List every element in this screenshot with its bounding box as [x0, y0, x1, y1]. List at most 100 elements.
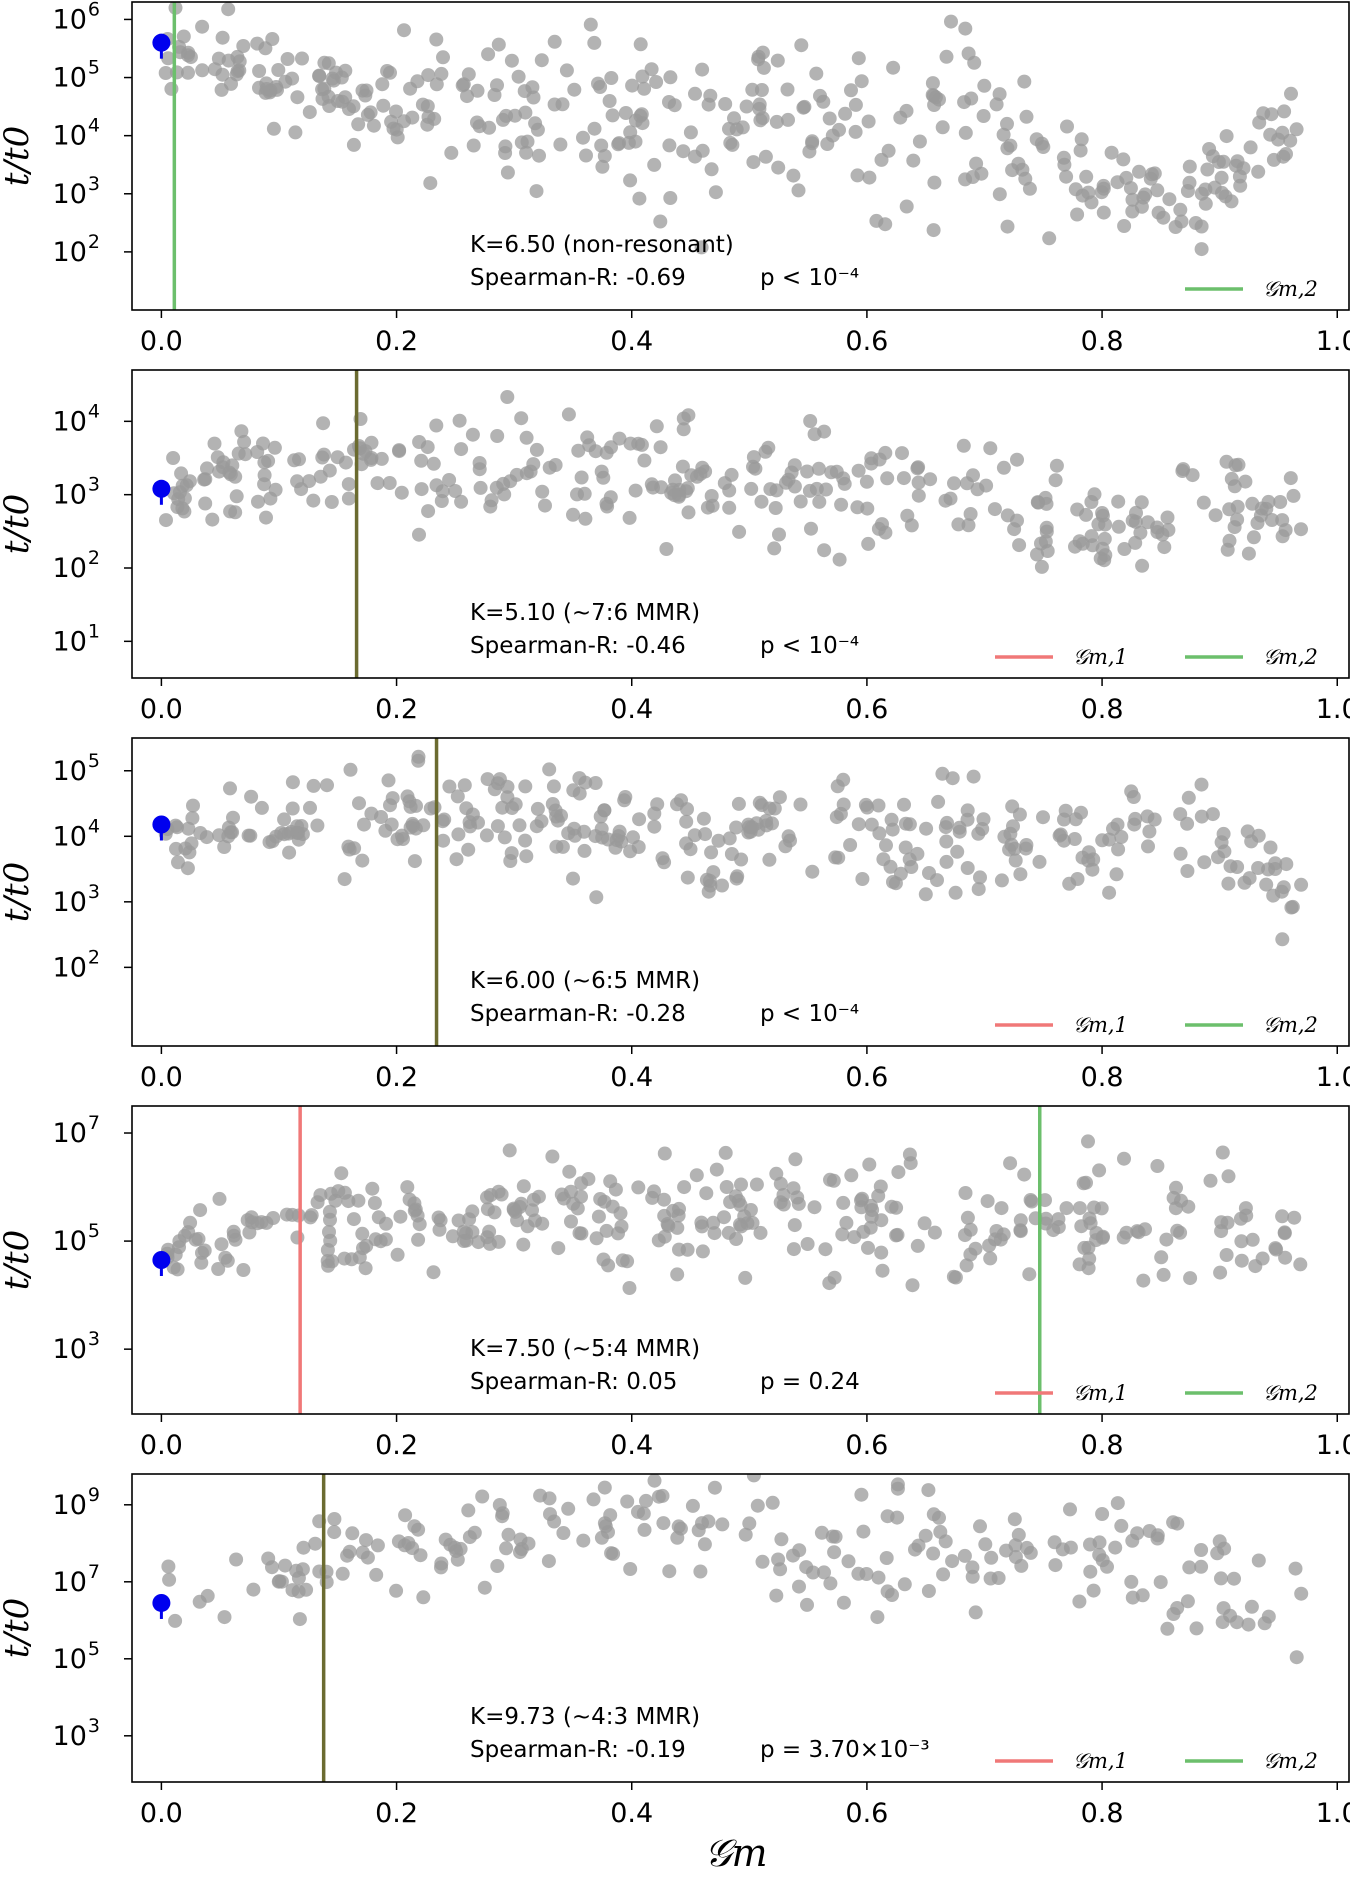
scatter-point: [1214, 1571, 1228, 1586]
scatter-point: [705, 498, 720, 513]
x-tick-label: 0.2: [375, 694, 418, 725]
scatter-point: [578, 511, 593, 526]
scatter-point: [1011, 1527, 1026, 1542]
scatter-point: [295, 51, 309, 66]
scatter-point: [1150, 183, 1165, 198]
scatter-point: [717, 1210, 731, 1225]
scatter-point: [1275, 932, 1290, 947]
scatter-point: [359, 83, 374, 98]
scatter-point: [287, 453, 302, 468]
scatter-point: [221, 2, 236, 17]
scatter-point: [382, 476, 397, 490]
scatter-point: [724, 847, 739, 861]
scatter-point: [1159, 1232, 1174, 1247]
scatter-point: [904, 518, 919, 533]
scatter-point: [341, 491, 356, 506]
scatter-point: [577, 843, 592, 858]
y-tick-label: 101: [53, 620, 100, 657]
scatter-point: [390, 130, 405, 145]
scatter-point: [881, 143, 896, 158]
scatter-point: [794, 38, 809, 53]
scatter-point: [1004, 837, 1019, 852]
scatter-point: [836, 1595, 851, 1610]
scatter-point: [1013, 867, 1028, 882]
scatter-point: [561, 407, 576, 422]
scatter-point: [1074, 132, 1089, 147]
scatter-point: [556, 1526, 571, 1540]
scatter-point: [1084, 495, 1099, 509]
scatter-point: [244, 789, 259, 804]
scatter-point: [647, 157, 662, 172]
scatter-point: [791, 1196, 806, 1211]
scatter-point: [553, 137, 568, 152]
plot-area: [152, 2, 1304, 310]
scatter-point: [703, 88, 718, 103]
scatter-point: [407, 1196, 422, 1211]
scatter-point: [456, 1234, 471, 1248]
scatter-point: [649, 75, 664, 89]
scatter-point: [963, 1222, 978, 1237]
scatter-point: [608, 1182, 623, 1197]
scatter-point: [730, 869, 745, 884]
spearman-label: Spearman-R: -0.28: [470, 1001, 686, 1027]
scatter-point: [1230, 512, 1245, 527]
scatter-point: [647, 1184, 661, 1199]
scatter-point: [593, 80, 608, 94]
scatter-point: [884, 1199, 899, 1214]
scatter-point: [176, 29, 191, 44]
scatter-point: [926, 223, 941, 238]
scatter-point: [1259, 877, 1274, 892]
scatter-point: [911, 460, 926, 475]
scatter-point: [861, 536, 876, 551]
scatter-point: [896, 471, 911, 486]
scatter-point: [460, 89, 474, 104]
scatter-point: [296, 1540, 311, 1555]
p-value-label: p < 10⁻⁴: [760, 633, 859, 659]
scatter-point: [320, 1254, 335, 1268]
scatter-point: [277, 812, 292, 827]
scatter-point: [744, 481, 759, 496]
scatter-point: [623, 173, 638, 188]
scatter-point: [420, 440, 435, 455]
scatter-point: [1042, 231, 1057, 246]
scatter-point: [491, 37, 506, 52]
scatter-point: [738, 1527, 753, 1542]
reference-marker: [152, 1593, 171, 1612]
scatter-point: [622, 510, 637, 525]
scatter-point: [442, 473, 457, 487]
scatter-point: [769, 483, 784, 498]
scatter-point: [490, 429, 505, 443]
scatter-point: [465, 427, 480, 442]
scatter-point: [380, 64, 395, 78]
scatter-point: [1194, 1543, 1209, 1557]
scatter-point: [589, 1231, 604, 1246]
scatter-point: [567, 82, 582, 97]
scatter-point: [518, 833, 533, 848]
scatter-point: [1059, 1201, 1074, 1216]
scatter-point: [288, 125, 303, 140]
scatter-point: [534, 814, 549, 829]
scatter-point: [811, 461, 826, 476]
scatter-point: [653, 214, 668, 229]
scatter-point: [221, 820, 236, 835]
scatter-point: [375, 77, 390, 92]
scatter-point: [1155, 527, 1170, 542]
scatter-point: [237, 434, 252, 449]
scatter-point: [360, 1550, 375, 1565]
scatter-point: [880, 1584, 895, 1599]
scatter-point: [168, 1613, 183, 1628]
axes-frame: [131, 1105, 1350, 1415]
scatter-point: [597, 1480, 612, 1495]
scatter-point: [207, 436, 222, 451]
scatter-point: [996, 127, 1011, 142]
scatter-point: [1100, 1559, 1114, 1574]
scatter-point: [611, 137, 626, 152]
scatter-point: [771, 1552, 786, 1567]
scatter-point: [462, 815, 477, 830]
scatter-point: [855, 872, 870, 886]
scatter-point: [1208, 508, 1223, 523]
scatter-point: [414, 453, 429, 468]
scatter-point: [310, 1195, 325, 1210]
scatter-point: [1142, 824, 1157, 839]
scatter-point: [238, 447, 253, 462]
